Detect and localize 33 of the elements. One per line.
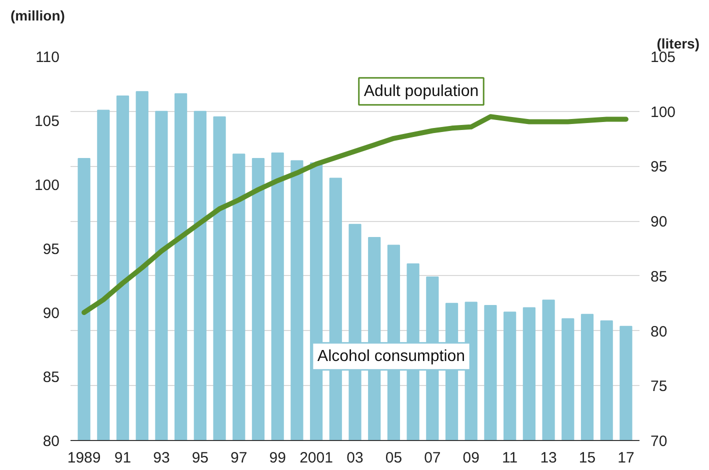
y2-tick-label: 85 xyxy=(650,268,668,286)
y2-tick-label: 70 xyxy=(650,433,668,450)
x-tick-label: 93 xyxy=(153,450,170,466)
x-tick-label: 15 xyxy=(578,450,596,466)
y-tick-label: 90 xyxy=(42,305,60,322)
y-tick-label: 100 xyxy=(34,177,60,194)
series-label: Adult population xyxy=(364,82,479,100)
y-tick-label: 85 xyxy=(42,369,60,386)
y2-tick-label: 95 xyxy=(650,158,668,176)
y-tick-label: 105 xyxy=(34,113,60,130)
x-tick-label: 07 xyxy=(424,450,441,466)
y2-tick-label: 100 xyxy=(650,104,676,121)
x-tick-label: 09 xyxy=(462,450,480,466)
x-tick-label: 95 xyxy=(192,450,209,466)
x-tick-label: 03 xyxy=(346,450,364,466)
x-tick-label: 13 xyxy=(540,450,557,466)
y-tick-label: 95 xyxy=(42,241,60,258)
x-tick-label: 1989 xyxy=(67,450,101,466)
y-tick-label: 80 xyxy=(42,433,60,450)
x-tick-label: 05 xyxy=(385,450,402,466)
y2-tick-label: 80 xyxy=(650,323,668,340)
series-label: Alcohol consumption xyxy=(317,348,466,365)
y-tick-label: 110 xyxy=(36,49,60,66)
x-tick-label: 91 xyxy=(114,450,132,466)
x-tick-label: 17 xyxy=(618,450,634,466)
y2-tick-label: 75 xyxy=(650,378,668,396)
x-tick-label: 99 xyxy=(269,450,286,466)
x-tick-label: 11 xyxy=(502,450,518,466)
x-tick-label: 2001 xyxy=(300,450,333,466)
y2-axis-title: (liters) xyxy=(656,36,700,52)
y2-tick-label: 90 xyxy=(650,214,668,231)
x-tick-label: 97 xyxy=(230,450,248,466)
y-axis-title: (million) xyxy=(10,8,65,24)
